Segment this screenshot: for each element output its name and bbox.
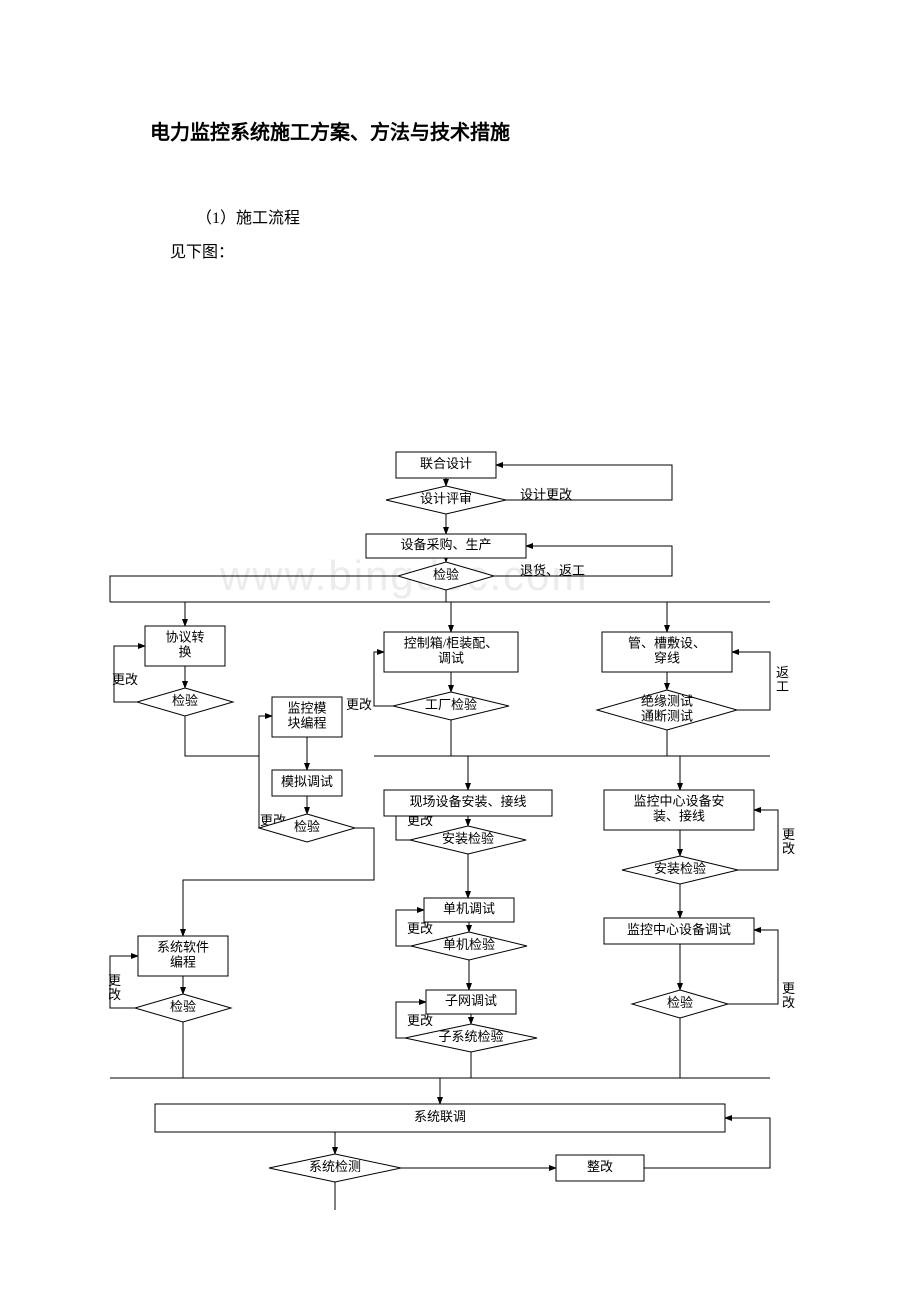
svg-text:检验: 检验 — [433, 567, 459, 582]
edge-37 — [183, 828, 374, 936]
edge-label-12: 更改 — [112, 672, 138, 687]
node-d_insul: 绝缘测试通断测试 — [597, 690, 737, 730]
edge-5 — [110, 576, 398, 602]
edge-label-4: 退货、返工 — [520, 563, 585, 578]
edge-label-36: 更改 — [782, 981, 795, 1010]
svg-text:监控中心设备调试: 监控中心设备调试 — [627, 922, 731, 937]
svg-text:联合设计: 联合设计 — [420, 456, 472, 471]
node-d_center_inst_chk: 安装检验 — [622, 856, 738, 884]
svg-text:子系统检验: 子系统检验 — [438, 1029, 503, 1044]
node-n_mon_prog: 监控模块编程 — [272, 697, 342, 737]
node-n_field_inst: 现场设备安装、接线 — [384, 790, 552, 816]
flowchart: 设计更改退货、返工更改更改返工更改更改更改更改更改更改更改 联合设计设计评审设备… — [0, 0, 920, 1302]
node-n_sys_sw: 系统软件编程 — [138, 936, 228, 976]
svg-text:检验: 检验 — [170, 999, 196, 1014]
node-n_joint_design: 联合设计 — [396, 452, 496, 478]
svg-text:单机调试: 单机调试 — [443, 901, 495, 916]
svg-text:整改: 整改 — [587, 1159, 613, 1174]
node-d_unit_chk: 单机检验 — [411, 932, 527, 960]
node-n_proto_conv: 协议转换 — [145, 626, 225, 666]
page: 电力监控系统施工方案、方法与技术措施 （1）施工流程 见下图： www.bing… — [0, 0, 920, 1302]
svg-text:绝缘测试通断测试: 绝缘测试通断测试 — [641, 693, 693, 723]
node-d_proto_check: 检验 — [137, 688, 233, 716]
node-n_rectify: 整改 — [556, 1155, 644, 1181]
svg-text:监控模块编程: 监控模块编程 — [287, 700, 326, 730]
node-d_subnet_chk: 子系统检验 — [405, 1024, 537, 1052]
edge-17 — [732, 652, 770, 710]
node-d_center_dbg_chk: 检验 — [632, 990, 728, 1018]
node-n_subnet: 子网调试 — [426, 990, 516, 1014]
edge-label-39: 更改 — [108, 973, 121, 1002]
node-d_inst_chk: 安装检验 — [410, 826, 526, 854]
node-d_inspect1: 检验 — [398, 562, 494, 590]
svg-text:系统检测: 系统检测 — [309, 1159, 361, 1174]
edge-label-14: 更改 — [346, 697, 372, 712]
svg-text:安装检验: 安装检验 — [654, 861, 706, 876]
svg-text:安装检验: 安装检验 — [442, 831, 494, 846]
node-d_factory_chk: 工厂检验 — [393, 692, 509, 720]
node-n_sys_joint: 系统联调 — [155, 1104, 725, 1132]
edge-22 — [185, 716, 272, 756]
svg-text:设备采购、生产: 设备采购、生产 — [400, 537, 491, 552]
edge-label-33: 更改 — [407, 921, 433, 936]
node-d_sys_sw_chk: 检验 — [135, 994, 231, 1022]
edge-label-3: 设计更改 — [520, 487, 572, 502]
edge-label-30: 更改 — [782, 827, 795, 856]
svg-text:检验: 检验 — [294, 819, 320, 834]
svg-text:模拟调试: 模拟调试 — [281, 774, 333, 789]
edge-label-41: 更改 — [407, 1013, 433, 1028]
node-n_pipe: 管、槽敷设、穿线 — [602, 632, 732, 672]
svg-text:子网调试: 子网调试 — [445, 993, 497, 1008]
node-n_center_inst: 监控中心设备安装、接线 — [604, 790, 754, 830]
node-n_cabinet: 控制箱/柜装配、调试 — [384, 632, 518, 672]
svg-text:单机检验: 单机检验 — [443, 937, 495, 952]
nodes-layer: 联合设计设计评审设备采购、生产检验协议转换检验监控模块编程模拟调试检验控制箱/柜… — [135, 452, 754, 1182]
node-d_sys_test: 系统检测 — [269, 1154, 401, 1182]
svg-text:设计评审: 设计评审 — [420, 491, 472, 506]
node-n_unit_debug: 单机调试 — [424, 898, 514, 922]
node-n_procure: 设备采购、生产 — [366, 534, 526, 558]
svg-text:系统联调: 系统联调 — [414, 1109, 466, 1124]
svg-text:工厂检验: 工厂检验 — [425, 697, 477, 712]
svg-text:检验: 检验 — [172, 693, 198, 708]
node-n_center_debug: 监控中心设备调试 — [604, 918, 754, 944]
svg-text:检验: 检验 — [667, 995, 693, 1010]
node-d_design_review: 设计评审 — [386, 486, 506, 514]
node-n_sim_debug: 模拟调试 — [272, 770, 342, 796]
edge-label-17: 返工 — [776, 665, 789, 694]
svg-text:现场设备安装、接线: 现场设备安装、接线 — [409, 794, 526, 809]
